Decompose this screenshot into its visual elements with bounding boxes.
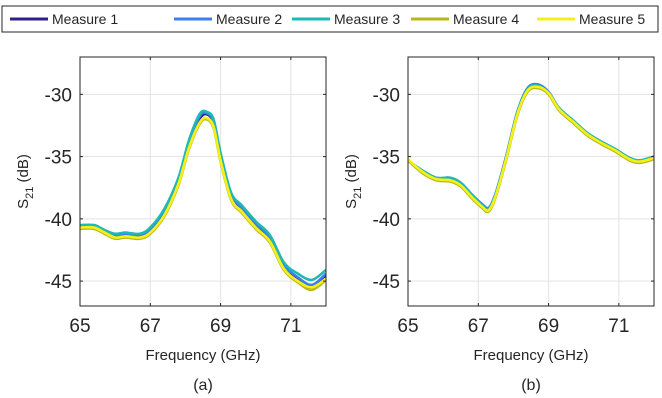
legend-label-1: Measure 1 (52, 11, 118, 27)
panel-caption: (b) (521, 377, 541, 394)
y-tick-label-0: -30 (45, 85, 72, 106)
y-axis-label: S21 (dB) (343, 154, 364, 209)
y-axis-label-sub: 21 (24, 187, 36, 199)
series-group (408, 82, 654, 214)
y-tick-label-3: -45 (373, 272, 400, 293)
y-axis-label-s: S (15, 199, 32, 209)
x-tick-label-0: 65 (397, 316, 418, 337)
x-tick-label-2: 69 (210, 316, 231, 337)
y-tick-label-3: -45 (45, 272, 72, 293)
panel-a: 65 67 69 71 -30 -35 -40 -45 Frequency (GHz) S21 (… (15, 56, 327, 394)
series-line-5 (80, 116, 326, 289)
legend-label-4: Measure 4 (453, 11, 519, 27)
x-tick-label-1: 67 (468, 316, 489, 337)
axes-frame (407, 56, 655, 307)
y-tick-label-1: -35 (373, 148, 400, 169)
x-axis-label: Frequency (GHz) (473, 347, 588, 364)
series-group (80, 109, 326, 292)
panel-b: 65 67 69 71 -30 -35 -40 -45 Frequency (GHz) S21 (… (343, 56, 655, 394)
x-tick-label-1: 67 (140, 316, 161, 337)
y-tick-label-0: -30 (373, 85, 400, 106)
legend-label-5: Measure 5 (579, 11, 645, 27)
x-tick-label-2: 69 (538, 316, 559, 337)
panel-caption: (a) (193, 377, 213, 394)
legend-label-3: Measure 3 (334, 11, 400, 27)
y-axis-label-unit: (dB) (15, 154, 32, 187)
x-tick-label-3: 71 (280, 316, 301, 337)
axes-frame (79, 56, 327, 307)
legend: Measure 1 Measure 2 Measure 3 Measure 4 Meas… (10, 11, 645, 27)
y-axis-label-s: S (343, 199, 360, 209)
x-axis-label: Frequency (GHz) (145, 347, 260, 364)
y-tick-label-2: -40 (45, 210, 72, 231)
x-tick-label-0: 65 (69, 316, 90, 337)
y-axis-label-sub: 21 (352, 187, 364, 199)
series-line-5 (408, 85, 654, 212)
series-line-3 (80, 109, 326, 282)
x-tick-label-3: 71 (608, 316, 629, 337)
y-tick-label-1: -35 (45, 148, 72, 169)
legend-label-2: Measure 2 (216, 11, 282, 27)
y-axis-label-unit: (dB) (343, 154, 360, 187)
y-tick-label-2: -40 (373, 210, 400, 231)
y-axis-label: S21 (dB) (15, 154, 36, 209)
